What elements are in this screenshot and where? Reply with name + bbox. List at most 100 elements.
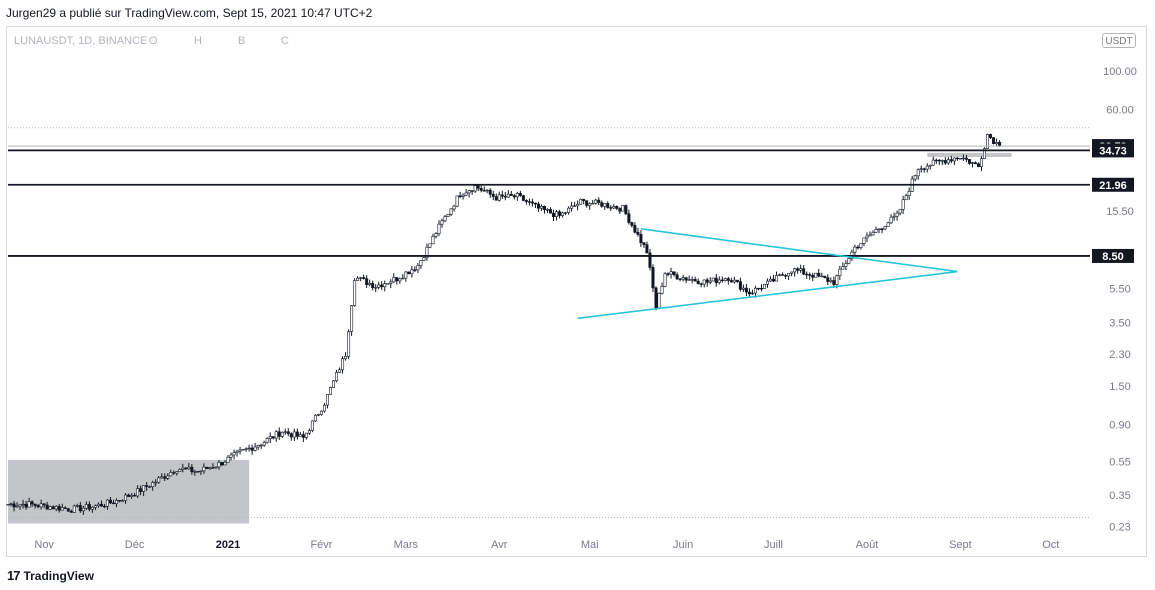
candle (60, 503, 64, 511)
candle (506, 190, 510, 198)
candle (154, 479, 158, 487)
candle-body (328, 387, 332, 395)
candle (307, 428, 311, 435)
candle-body (27, 501, 31, 508)
candle-body (506, 193, 510, 198)
candle-body (648, 252, 652, 268)
tradingview-logo[interactable]: 17 TradingView (7, 568, 94, 583)
candle (853, 244, 857, 257)
candle (470, 190, 474, 195)
candle-body (666, 273, 670, 275)
candle-body (449, 208, 453, 215)
candle-body (829, 280, 833, 282)
candle (772, 274, 776, 283)
x-tick-label: Août (856, 539, 879, 551)
candle (769, 276, 773, 282)
candle-body (178, 469, 182, 472)
candle-body (787, 272, 791, 277)
candle-body (485, 189, 489, 192)
candle (410, 266, 414, 278)
candle (102, 503, 106, 509)
candle-body (316, 414, 320, 416)
candle-body (325, 394, 329, 406)
candle (193, 469, 197, 476)
candle (630, 221, 634, 228)
candle (880, 227, 884, 234)
candle (247, 444, 251, 452)
candle-body (976, 163, 980, 167)
candle-body (205, 466, 209, 469)
candle (892, 212, 896, 221)
candle (235, 449, 239, 457)
candle-body (310, 420, 314, 431)
price-tag: 8.50 (1092, 248, 1134, 263)
candle (419, 260, 423, 269)
candle-body (913, 175, 917, 180)
candle-body (796, 268, 800, 271)
candle (347, 329, 351, 360)
candle (986, 133, 990, 150)
currency-button[interactable]: USDT (1102, 33, 1136, 48)
candle-body (39, 503, 43, 508)
candle (223, 460, 227, 466)
candle (973, 161, 977, 165)
candle (536, 201, 540, 212)
candle-body (404, 271, 408, 279)
candle (99, 500, 103, 507)
candle-body (524, 200, 528, 202)
candle (943, 157, 947, 165)
candle-body (717, 279, 721, 284)
candle (392, 273, 396, 284)
candle (256, 444, 260, 451)
candle-body (847, 258, 851, 264)
candle-body (350, 305, 354, 332)
candle (422, 257, 426, 262)
x-tick-label: Mars (394, 539, 419, 551)
candle (934, 158, 938, 164)
candle-body (371, 283, 375, 289)
candle (859, 242, 863, 250)
candle-body (18, 504, 22, 507)
candle (368, 279, 372, 287)
candle-body (582, 198, 586, 201)
candle-body (690, 279, 694, 281)
price-tag-bg (1092, 143, 1134, 158)
candle (609, 205, 613, 212)
candle (66, 507, 70, 512)
y-tick-label: 0.55 (1109, 456, 1130, 468)
candle (36, 503, 40, 509)
candle-body (747, 291, 751, 295)
candle (696, 278, 700, 285)
candle-body (618, 208, 622, 212)
candle-body (705, 279, 709, 283)
candle-body (335, 372, 339, 382)
y-tick-label: 2.30 (1109, 349, 1130, 361)
zones-layer (8, 152, 1012, 524)
candle (205, 466, 209, 469)
candle-body (567, 207, 571, 213)
candle-body (36, 505, 40, 508)
candle-body (341, 358, 345, 371)
candle (814, 272, 818, 278)
candle-body (630, 222, 634, 226)
candle (805, 271, 809, 279)
candle (672, 271, 676, 277)
candle (877, 228, 881, 234)
candle-body (374, 287, 378, 289)
candle (491, 190, 495, 201)
candle-body (157, 477, 161, 483)
candle-body (142, 485, 146, 492)
candle-body (609, 207, 613, 209)
candle (319, 410, 323, 416)
candle-body (72, 505, 76, 513)
candle (928, 164, 932, 170)
candle-body (841, 266, 845, 270)
x-tick-label: Déc (125, 539, 145, 551)
candle-body (289, 433, 293, 438)
candle (440, 218, 444, 228)
candle (636, 227, 640, 237)
candle-body (922, 168, 926, 170)
candle (199, 470, 203, 475)
candle-body (714, 277, 718, 284)
